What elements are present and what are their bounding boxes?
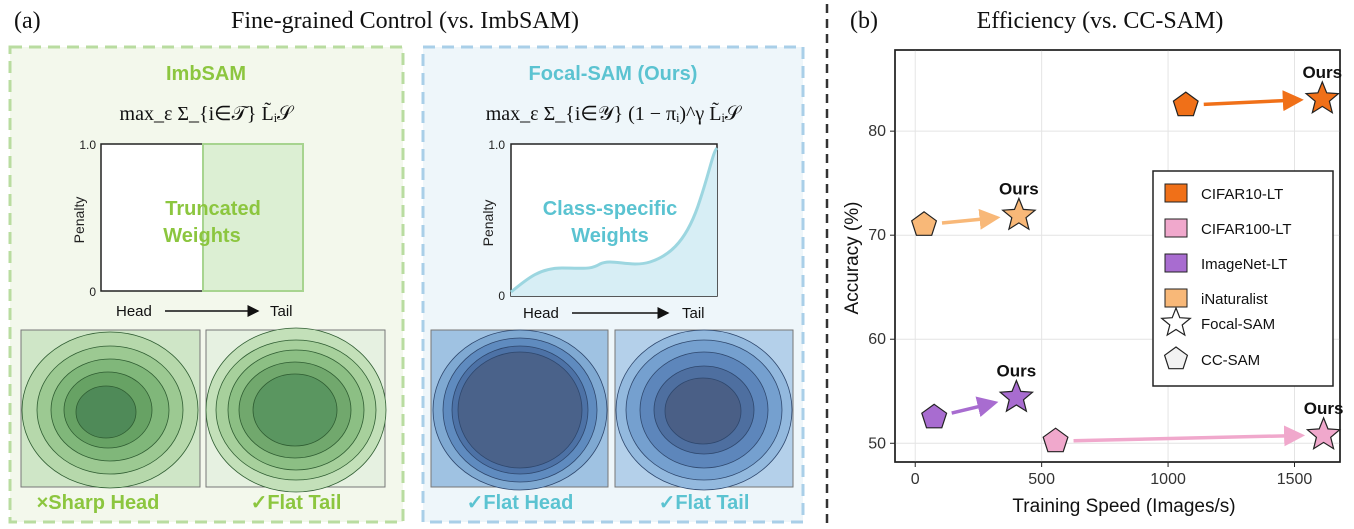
y-tick-label: 70 bbox=[868, 227, 886, 244]
focal-ylabel: Penalty bbox=[480, 200, 496, 247]
efficiency-chart: 0 500 1000 1500 50 60 70 80 Ours Ours Ours Ours CIFA… bbox=[868, 49, 1344, 488]
focal-sam-point bbox=[1304, 80, 1341, 115]
imbsam-overlay-line1: Truncated bbox=[165, 198, 261, 220]
x-tick-label: 500 bbox=[1028, 471, 1055, 488]
chart-title: Efficiency (vs. CC-SAM) bbox=[977, 8, 1224, 34]
legend-star-marker bbox=[1160, 306, 1192, 337]
y-tick-label: 60 bbox=[868, 331, 886, 348]
cc-sam-point bbox=[1042, 427, 1069, 453]
cc-sam-point bbox=[1172, 91, 1199, 117]
focal-overlay-line2: Weights bbox=[571, 225, 648, 247]
imbsam-penalty-plot: 1.0 0 Penalty Truncated Weights Head Tai… bbox=[71, 138, 304, 320]
ours-point-label: Ours bbox=[1304, 399, 1344, 418]
legend-label: Focal-SAM bbox=[1201, 316, 1275, 333]
x-tick-label: 1000 bbox=[1150, 471, 1186, 488]
y-tick-label: 50 bbox=[868, 435, 886, 452]
imbsam-caption-left: ×Sharp Head bbox=[37, 492, 160, 514]
focal-caption-left: ✓Flat Head bbox=[467, 492, 574, 514]
imbsam-ytick-top: 1.0 bbox=[79, 138, 96, 152]
cc-sam-point bbox=[910, 211, 938, 236]
imbsam-caption-right: ✓Flat Tail bbox=[251, 492, 342, 514]
imbsam-landscape-head bbox=[20, 329, 201, 489]
legend-swatch bbox=[1164, 253, 1188, 273]
improvement-arrow bbox=[1073, 425, 1306, 447]
x-tick-label: 0 bbox=[911, 471, 920, 488]
legend-label: iNaturalist bbox=[1201, 291, 1269, 308]
legend-label: ImageNet-LT bbox=[1201, 256, 1287, 273]
imbsam-xstart: Head bbox=[116, 303, 152, 320]
focal-caption-right: ✓Flat Tail bbox=[659, 492, 750, 514]
focal-sam-point bbox=[1001, 196, 1037, 231]
imbsam-ylabel: Penalty bbox=[71, 197, 87, 244]
focal-penalty-plot: 1.0 0 Penalty Class-specific Weights Hea… bbox=[480, 138, 719, 322]
y-axis-label: Accuracy (%) bbox=[842, 202, 863, 315]
legend-swatch bbox=[1164, 183, 1188, 203]
x-axis-label: Training Speed (Images/s) bbox=[1012, 496, 1235, 517]
imbsam-landscape-tail bbox=[205, 327, 387, 493]
focal-ytick-top: 1.0 bbox=[488, 138, 505, 152]
ours-point-label: Ours bbox=[1302, 63, 1342, 82]
x-tick-label: 1500 bbox=[1277, 471, 1313, 488]
focal-formula: max_ε Σ_{i∈𝒴} (1 − πᵢ)^γ L̃ᵢ𝒮 bbox=[486, 101, 743, 125]
legend-label: CIFAR100-LT bbox=[1201, 221, 1292, 238]
plot-frame bbox=[894, 49, 1341, 463]
imbsam-truncated-region bbox=[202, 143, 304, 292]
improvement-arrow bbox=[941, 208, 1001, 230]
imbsam-ytick-bottom: 0 bbox=[89, 285, 96, 299]
focal-landscape-head bbox=[430, 329, 609, 491]
legend-box bbox=[1152, 170, 1334, 387]
panel-b-label: (b) bbox=[850, 8, 878, 34]
focal-sam-point bbox=[1305, 416, 1342, 451]
imbsam-overlay-line2: Weights bbox=[163, 225, 240, 247]
imbsam-title: ImbSAM bbox=[166, 63, 246, 85]
focal-curve-line bbox=[510, 146, 719, 294]
ours-point-label: Ours bbox=[999, 179, 1039, 198]
focal-overlay-line1: Class-specific bbox=[543, 198, 678, 220]
y-tick-label: 80 bbox=[868, 123, 886, 140]
focal-xstart: Head bbox=[523, 305, 559, 322]
ours-point-label: Ours bbox=[997, 361, 1037, 380]
focal-xend: Tail bbox=[682, 305, 705, 322]
legend-label: CC-SAM bbox=[1201, 352, 1260, 369]
imbsam-formula: max_ε Σ_{i∈𝒯} L̃ᵢ𝒮 bbox=[120, 101, 295, 125]
improvement-arrow bbox=[951, 396, 999, 417]
panel-a-label: (a) bbox=[14, 8, 41, 34]
legend-swatch bbox=[1164, 288, 1188, 308]
focal-ytick-bottom: 0 bbox=[498, 289, 505, 303]
legend-swatch bbox=[1164, 218, 1188, 238]
focal-curve-area bbox=[511, 148, 717, 296]
legend-label: CIFAR10-LT bbox=[1201, 186, 1283, 203]
cc-sam-point bbox=[921, 403, 948, 429]
focal-sam-point bbox=[998, 378, 1035, 413]
improvement-arrow bbox=[1203, 90, 1304, 112]
focal-landscape-tail bbox=[614, 329, 794, 491]
panel-a-title: Fine-grained Control (vs. ImbSAM) bbox=[231, 8, 579, 34]
focal-title: Focal-SAM (Ours) bbox=[529, 63, 698, 85]
imbsam-xend: Tail bbox=[270, 303, 293, 320]
legend-pentagon-marker bbox=[1163, 346, 1189, 370]
